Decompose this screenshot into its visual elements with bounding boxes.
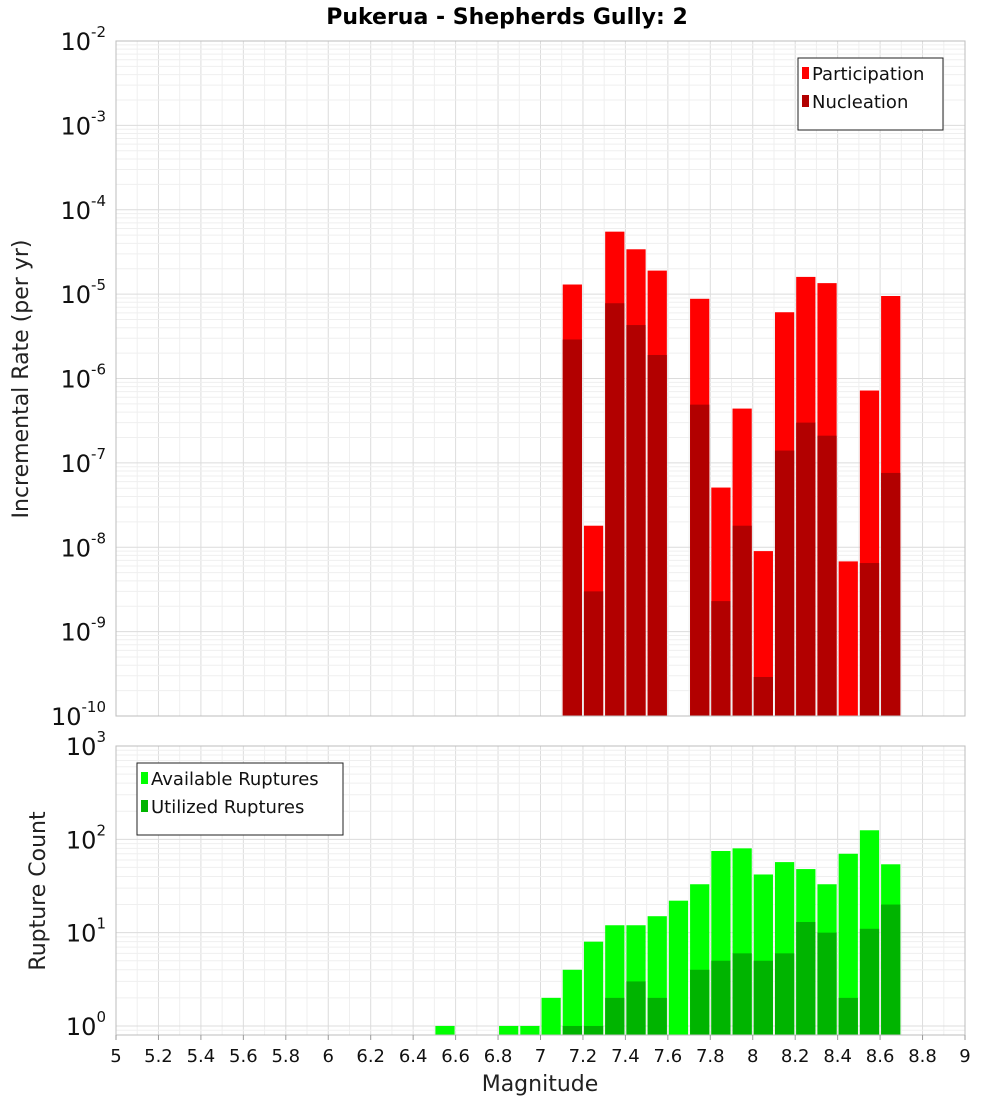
legend-entry: Available Ruptures — [151, 769, 319, 790]
top-panel-y-axis-label: Incremental Rate (per yr) — [9, 240, 34, 519]
x-axis-ticks: 5 5.2 5.4 5.6 5.8 6 6.2 6.4 6.6 6.8 7 7.2 7.4 7.6 7.8 8… — [110, 1035, 971, 1067]
y-tick-label: 10-7 — [60, 445, 106, 478]
x-tick-label: 5 — [110, 1046, 121, 1067]
bar-utilized-ruptures — [583, 1025, 604, 1035]
bar-utilized-ruptures — [796, 922, 816, 1035]
top-panel-y-ticks: 10-10 10-9 10-8 10-7 10-6 10-5 10-4 10-3 10-2 — [51, 23, 106, 731]
bar-nucleation — [859, 563, 880, 716]
bar-utilized-ruptures — [711, 960, 731, 1035]
bar-nucleation — [753, 676, 773, 716]
bar-utilized-ruptures — [690, 969, 710, 1035]
legend-swatch — [802, 67, 809, 79]
bar-participation — [838, 561, 858, 716]
bar-utilized-ruptures — [562, 1025, 582, 1035]
bar-available-ruptures — [562, 969, 582, 1035]
bar-nucleation — [732, 525, 752, 716]
bar-utilized-ruptures — [774, 953, 795, 1035]
x-axis-label: Magnitude — [482, 1072, 599, 1097]
x-tick-label: 6.6 — [441, 1046, 470, 1067]
y-tick-label: 10-9 — [60, 614, 106, 647]
x-tick-label: 6.8 — [484, 1046, 513, 1067]
bar-participation — [753, 551, 773, 716]
bar-available-ruptures — [541, 997, 561, 1035]
legend-entry: Utilized Ruptures — [151, 797, 304, 818]
bar-nucleation — [562, 339, 582, 716]
bar-nucleation — [711, 601, 731, 716]
x-tick-label: 5.6 — [229, 1046, 258, 1067]
legend-swatch — [141, 772, 148, 784]
x-tick-label: 5.8 — [271, 1046, 300, 1067]
y-tick-label: 103 — [66, 728, 106, 761]
y-tick-label: 100 — [66, 1008, 106, 1041]
x-tick-label: 6.2 — [356, 1046, 385, 1067]
bar-utilized-ruptures — [605, 997, 625, 1035]
x-tick-label: 7.2 — [569, 1046, 598, 1067]
legend-swatch — [141, 800, 148, 812]
x-tick-label: 7.4 — [611, 1046, 640, 1067]
legend-swatch — [802, 95, 809, 107]
bar-available-ruptures — [583, 941, 604, 1035]
bar-nucleation — [774, 450, 795, 716]
bar-available-ruptures — [520, 1025, 540, 1035]
top-panel-bars — [562, 231, 901, 716]
y-tick-label: 10-2 — [60, 23, 106, 56]
top-panel-grid — [115, 40, 966, 717]
bar-utilized-ruptures — [626, 981, 646, 1035]
bar-nucleation — [881, 472, 901, 716]
bar-available-ruptures — [838, 853, 858, 1035]
bar-utilized-ruptures — [881, 904, 901, 1035]
chart-title: Pukerua - Shepherds Gully: 2 — [326, 5, 688, 30]
bar-utilized-ruptures — [817, 932, 837, 1035]
x-tick-label: 6.4 — [399, 1046, 428, 1067]
x-tick-label: 7 — [535, 1046, 546, 1067]
bottom-panel-y-axis-label: Rupture Count — [26, 811, 51, 971]
bottom-panel-y-ticks: 100 101 102 103 — [66, 728, 106, 1041]
bar-nucleation — [690, 404, 710, 716]
x-tick-label: 7.8 — [696, 1046, 725, 1067]
y-tick-label: 101 — [66, 915, 106, 948]
x-tick-label: 5.4 — [187, 1046, 216, 1067]
legend-entry: Nucleation — [812, 92, 908, 113]
legend-box — [797, 57, 944, 131]
bar-utilized-ruptures — [732, 953, 752, 1035]
bar-available-ruptures — [435, 1025, 455, 1035]
y-tick-label: 10-6 — [60, 361, 106, 394]
x-tick-label: 8.6 — [866, 1046, 895, 1067]
bar-utilized-ruptures — [753, 960, 773, 1035]
bar-nucleation — [647, 354, 667, 716]
y-tick-label: 10-4 — [60, 192, 106, 225]
bar-utilized-ruptures — [859, 928, 880, 1035]
y-tick-label: 10-10 — [51, 698, 106, 731]
bar-available-ruptures — [668, 900, 689, 1035]
y-tick-label: 10-8 — [60, 529, 106, 562]
legend-box — [136, 762, 344, 836]
x-tick-label: 8.8 — [908, 1046, 937, 1067]
x-tick-label: 5.2 — [144, 1046, 173, 1067]
bar-available-ruptures — [499, 1025, 519, 1035]
y-tick-label: 10-5 — [60, 276, 106, 309]
x-tick-label: 8.4 — [823, 1046, 852, 1067]
bar-utilized-ruptures — [647, 997, 667, 1035]
bar-nucleation — [626, 325, 646, 716]
x-tick-label: 6 — [323, 1046, 334, 1067]
bar-utilized-ruptures — [838, 997, 858, 1035]
x-tick-label: 7.6 — [654, 1046, 683, 1067]
bar-nucleation — [796, 422, 816, 716]
bar-nucleation — [817, 435, 837, 716]
bar-nucleation — [605, 303, 625, 716]
legend-entry: Participation — [812, 64, 924, 85]
x-tick-label: 9 — [959, 1046, 970, 1067]
x-tick-label: 8 — [747, 1046, 758, 1067]
bottom-panel-bars — [435, 830, 901, 1035]
bar-nucleation — [583, 591, 604, 716]
top-panel-legend: Participation Nucleation — [797, 57, 944, 131]
y-tick-label: 10-3 — [60, 107, 106, 140]
bottom-panel-legend: Available Ruptures Utilized Ruptures — [136, 762, 344, 836]
top-panel-frame — [115, 40, 966, 717]
x-tick-label: 8.2 — [781, 1046, 810, 1067]
y-tick-label: 102 — [66, 821, 106, 854]
